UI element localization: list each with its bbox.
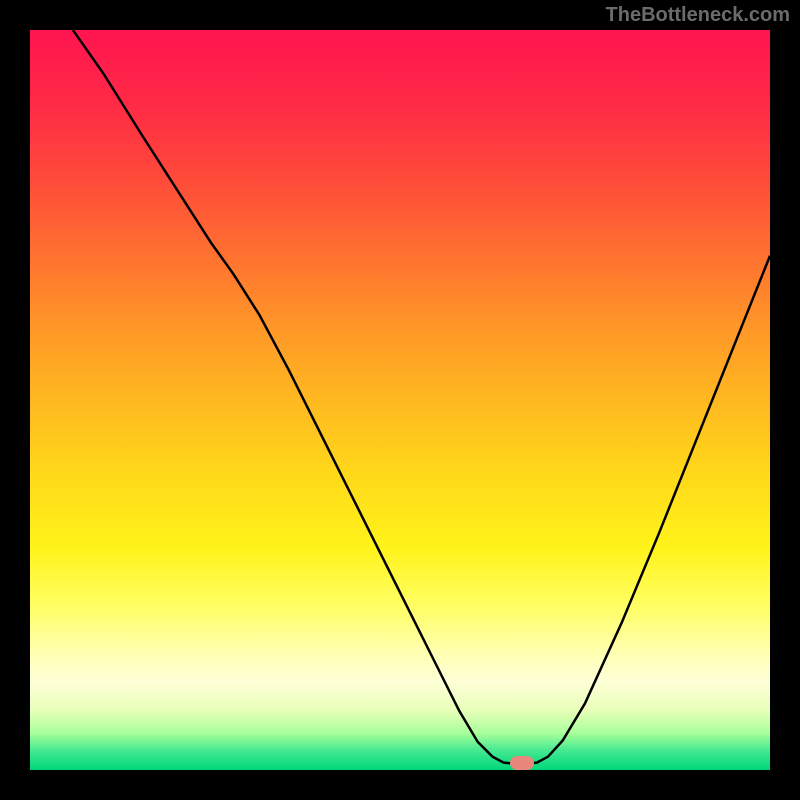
bottleneck-chart [30, 30, 770, 770]
chart-background [30, 30, 770, 770]
optimal-marker [510, 756, 534, 770]
optimal-marker-shape [510, 756, 534, 770]
watermark-text: TheBottleneck.com [606, 4, 790, 27]
